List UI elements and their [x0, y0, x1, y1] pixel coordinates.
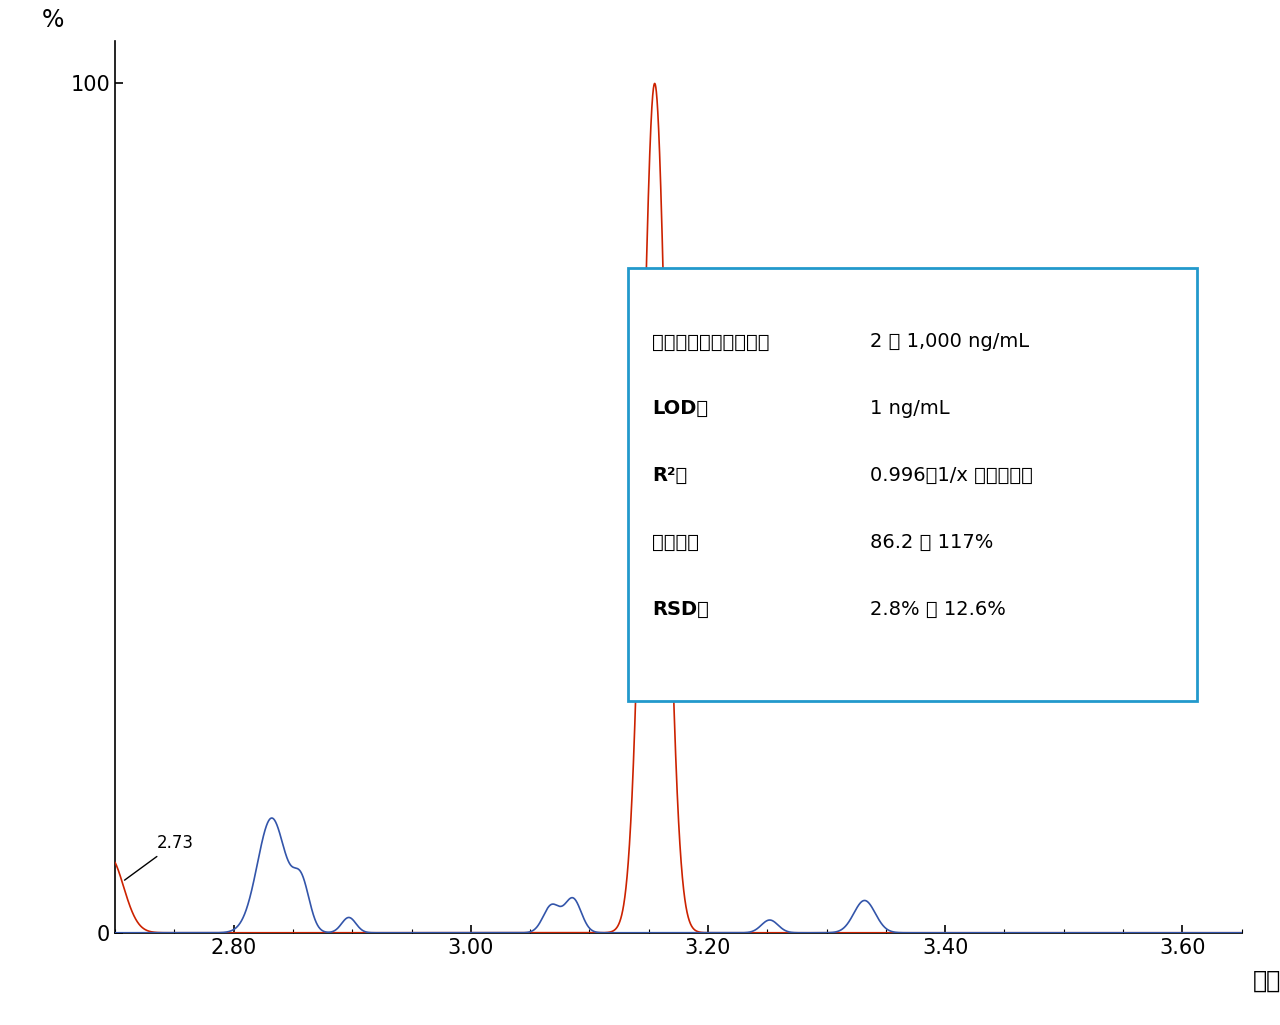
Text: %: %: [42, 8, 64, 32]
Text: LOD：: LOD：: [653, 400, 709, 418]
FancyBboxPatch shape: [627, 269, 1197, 701]
Text: 2 〜 1,000 ng/mL: 2 〜 1,000 ng/mL: [870, 332, 1029, 352]
Text: 86.2 〜 117%: 86.2 〜 117%: [870, 533, 993, 552]
Text: RSD：: RSD：: [653, 600, 709, 619]
Text: 1 ng/mL: 1 ng/mL: [870, 400, 950, 418]
Text: 2.73: 2.73: [124, 834, 193, 880]
Text: 正確度：: 正確度：: [653, 533, 699, 552]
Text: 0.996（1/x 重み付け）: 0.996（1/x 重み付け）: [870, 466, 1033, 485]
Text: 時間: 時間: [1253, 969, 1280, 992]
Text: R²：: R²：: [653, 466, 687, 485]
Text: ダイナミックレンジ：: ダイナミックレンジ：: [653, 332, 771, 352]
Text: 2.8% 〜 12.6%: 2.8% 〜 12.6%: [870, 600, 1006, 619]
